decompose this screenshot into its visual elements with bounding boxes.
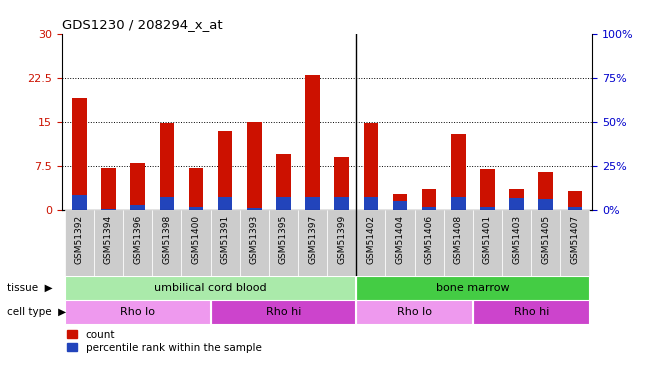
Bar xyxy=(415,210,444,276)
Bar xyxy=(276,197,291,210)
Bar xyxy=(393,194,408,210)
Text: GSM51401: GSM51401 xyxy=(483,215,492,264)
Bar xyxy=(393,201,408,210)
Bar xyxy=(356,300,473,324)
Bar xyxy=(101,168,116,210)
Bar xyxy=(444,210,473,276)
Text: Rho hi: Rho hi xyxy=(266,307,301,317)
Bar xyxy=(422,207,436,210)
Bar xyxy=(363,197,378,210)
Bar xyxy=(298,210,327,276)
Text: GSM51400: GSM51400 xyxy=(191,215,201,264)
Text: GSM51396: GSM51396 xyxy=(133,215,142,264)
Bar xyxy=(473,300,590,324)
Bar xyxy=(159,123,174,210)
Text: GSM51405: GSM51405 xyxy=(541,215,550,264)
Bar xyxy=(64,210,94,276)
Bar xyxy=(422,189,436,210)
Bar xyxy=(561,210,590,276)
Bar xyxy=(123,210,152,276)
Bar xyxy=(451,197,465,210)
Bar xyxy=(451,134,465,210)
Bar xyxy=(305,197,320,210)
Bar xyxy=(218,197,232,210)
Text: tissue  ▶: tissue ▶ xyxy=(7,283,52,293)
Bar xyxy=(64,276,356,300)
Bar xyxy=(189,207,203,210)
Text: GSM51394: GSM51394 xyxy=(104,215,113,264)
Text: Rho hi: Rho hi xyxy=(514,307,549,317)
Bar xyxy=(538,172,553,210)
Bar xyxy=(247,122,262,210)
Bar xyxy=(64,300,210,324)
Bar xyxy=(538,200,553,210)
Text: GSM51391: GSM51391 xyxy=(221,215,230,264)
Bar xyxy=(531,210,561,276)
Bar xyxy=(72,98,87,210)
Bar xyxy=(502,210,531,276)
Text: GSM51408: GSM51408 xyxy=(454,215,463,264)
Bar xyxy=(480,169,495,210)
Text: GSM51393: GSM51393 xyxy=(250,215,258,264)
Text: GSM51392: GSM51392 xyxy=(75,215,84,264)
Legend: count, percentile rank within the sample: count, percentile rank within the sample xyxy=(67,330,262,353)
Bar xyxy=(269,210,298,276)
Bar xyxy=(480,207,495,210)
Text: GSM51398: GSM51398 xyxy=(162,215,171,264)
Bar xyxy=(473,210,502,276)
Bar xyxy=(568,191,582,210)
Text: Rho lo: Rho lo xyxy=(397,307,432,317)
Bar xyxy=(305,75,320,210)
Bar xyxy=(130,163,145,210)
Bar xyxy=(335,157,349,210)
Bar xyxy=(363,123,378,210)
Bar xyxy=(159,197,174,210)
Bar xyxy=(182,210,210,276)
Text: GSM51399: GSM51399 xyxy=(337,215,346,264)
Bar xyxy=(72,195,87,210)
Bar xyxy=(101,209,116,210)
Text: umbilical cord blood: umbilical cord blood xyxy=(154,283,267,293)
Bar xyxy=(240,210,269,276)
Bar xyxy=(218,131,232,210)
Bar xyxy=(509,198,524,210)
Bar xyxy=(509,189,524,210)
Text: GSM51406: GSM51406 xyxy=(424,215,434,264)
Text: GSM51395: GSM51395 xyxy=(279,215,288,264)
Bar xyxy=(189,168,203,210)
Text: GSM51402: GSM51402 xyxy=(367,215,376,264)
Text: GSM51407: GSM51407 xyxy=(570,215,579,264)
Text: GSM51397: GSM51397 xyxy=(308,215,317,264)
Bar xyxy=(276,154,291,210)
Bar xyxy=(385,210,415,276)
Bar xyxy=(247,208,262,210)
Bar xyxy=(210,210,240,276)
Bar xyxy=(130,205,145,210)
Text: cell type  ▶: cell type ▶ xyxy=(7,307,66,317)
Bar xyxy=(327,210,356,276)
Text: GDS1230 / 208294_x_at: GDS1230 / 208294_x_at xyxy=(62,18,223,31)
Bar xyxy=(210,300,356,324)
Bar xyxy=(152,210,182,276)
Text: bone marrow: bone marrow xyxy=(436,283,510,293)
Text: GSM51403: GSM51403 xyxy=(512,215,521,264)
Bar xyxy=(335,197,349,210)
Bar xyxy=(94,210,123,276)
Bar xyxy=(356,210,385,276)
Text: GSM51404: GSM51404 xyxy=(396,215,404,264)
Text: Rho lo: Rho lo xyxy=(120,307,155,317)
Bar xyxy=(568,207,582,210)
Bar xyxy=(356,276,590,300)
